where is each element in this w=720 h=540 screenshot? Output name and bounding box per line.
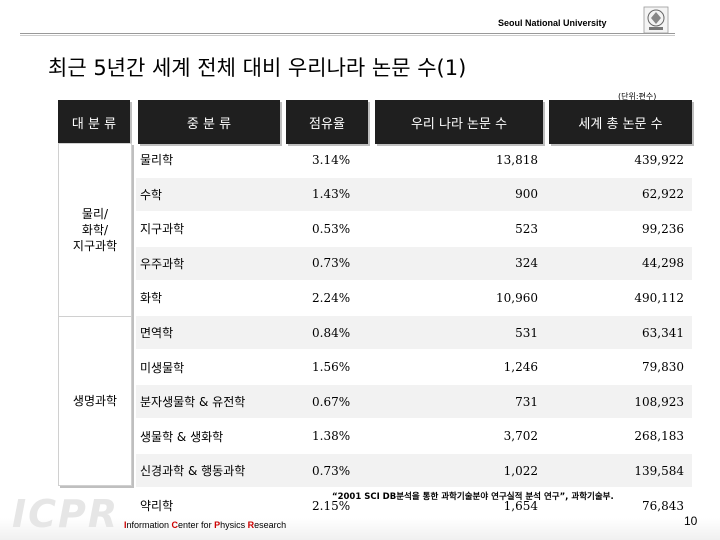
footer-text: esearch bbox=[254, 520, 287, 530]
table-row: 분자생물학 & 유전학 0.67% 731 108,923 bbox=[136, 385, 692, 419]
row-name: 미생물학 bbox=[140, 360, 185, 375]
row-korea-count: 324 bbox=[515, 256, 538, 271]
source-note: “2001 SCI DB분석을 통한 과학기술분야 연구실적 분석 연구”, 과… bbox=[332, 492, 614, 502]
table-row: 물리학 3.14% 13,818 439,922 bbox=[136, 143, 692, 176]
row-world-count: 79,830 bbox=[642, 360, 684, 375]
page-title: 최근 5년간 세계 전체 대비 우리나라 논문 수(1) bbox=[48, 56, 467, 80]
col-header-world: 세계 총 논문 수 bbox=[549, 100, 692, 144]
unit-note: (단위:편수) bbox=[618, 92, 657, 101]
group-life-science: 생명과학 bbox=[58, 316, 132, 486]
row-world-count: 63,341 bbox=[642, 325, 684, 340]
footer-institution: Information Center for Physics Research bbox=[124, 520, 286, 530]
header-divider bbox=[20, 33, 675, 34]
row-korea-count: 1,022 bbox=[503, 463, 538, 478]
row-korea-count: 731 bbox=[515, 394, 538, 409]
row-name: 지구과학 bbox=[140, 222, 185, 237]
footer-letter: R bbox=[247, 520, 255, 530]
row-korea-count: 900 bbox=[515, 187, 538, 202]
row-world-count: 139,584 bbox=[634, 463, 684, 478]
footer-letter: C bbox=[171, 520, 179, 530]
footer-text: nformation bbox=[126, 520, 172, 530]
group-label: 물리/ 화학/ 지구과학 bbox=[72, 207, 118, 253]
university-emblem-icon bbox=[643, 6, 669, 34]
col-header-major: 대 분 류 bbox=[58, 100, 130, 144]
page-number: 10 bbox=[684, 514, 698, 528]
row-share: 1.56% bbox=[312, 360, 351, 375]
row-world-count: 76,843 bbox=[642, 498, 684, 513]
row-world-count: 44,298 bbox=[642, 256, 684, 271]
row-share: 3.14% bbox=[312, 152, 351, 167]
row-world-count: 62,922 bbox=[642, 187, 684, 202]
row-share: 1.43% bbox=[312, 187, 351, 202]
row-share: 2.15% bbox=[312, 498, 351, 513]
university-name: Seoul National University bbox=[498, 18, 607, 28]
row-name: 분자생물학 & 유전학 bbox=[140, 395, 246, 410]
table-row: 지구과학 0.53% 523 99,236 bbox=[136, 212, 692, 245]
row-korea-count: 531 bbox=[515, 325, 538, 340]
footer-letter: P bbox=[214, 520, 221, 530]
header-divider-shadow bbox=[20, 35, 675, 36]
row-world-count: 439,922 bbox=[634, 152, 684, 167]
col-header-minor: 중 분 류 bbox=[138, 100, 280, 144]
row-name: 수학 bbox=[140, 187, 163, 202]
row-name: 우주과학 bbox=[140, 256, 185, 271]
group-label: 생명과학 bbox=[72, 394, 118, 408]
table-row: 신경과학 & 행동과학 0.73% 1,022 139,584 bbox=[136, 454, 692, 488]
icpr-watermark: ICPR bbox=[12, 492, 120, 536]
col-header-korea: 우리 나라 논문 수 bbox=[375, 100, 543, 144]
table-row: 약리학 2.15% 1,654 76,843 bbox=[136, 489, 692, 522]
row-share: 0.73% bbox=[312, 463, 351, 478]
table-row: 생물학 & 생화학 1.38% 3,702 268,183 bbox=[136, 420, 692, 453]
footer-letter: I bbox=[124, 520, 127, 530]
row-name: 생물학 & 생화학 bbox=[140, 429, 224, 444]
footer-text: enter for bbox=[178, 520, 215, 530]
row-korea-count: 10,960 bbox=[496, 290, 538, 305]
col-header-share: 점유율 bbox=[286, 100, 368, 144]
table-row: 면역학 0.84% 531 63,341 bbox=[136, 316, 692, 349]
row-share: 0.73% bbox=[312, 256, 351, 271]
row-name: 면역학 bbox=[140, 326, 174, 340]
row-name: 약리학 bbox=[140, 499, 174, 513]
row-share: 0.84% bbox=[312, 325, 351, 340]
row-korea-count: 1,246 bbox=[503, 360, 538, 375]
table-row: 수학 1.43% 900 62,922 bbox=[136, 177, 692, 211]
row-share: 0.67% bbox=[312, 394, 351, 409]
row-korea-count: 3,702 bbox=[503, 429, 538, 444]
row-world-count: 108,923 bbox=[634, 394, 684, 409]
footer-bar bbox=[0, 518, 720, 540]
row-korea-count: 13,818 bbox=[496, 152, 538, 167]
row-world-count: 99,236 bbox=[642, 221, 684, 236]
row-name: 화학 bbox=[140, 291, 163, 306]
row-name: 신경과학 & 행동과학 bbox=[140, 464, 246, 479]
row-korea-count: 1,654 bbox=[503, 498, 538, 513]
footer-text: hysics bbox=[220, 520, 248, 530]
row-world-count: 268,183 bbox=[634, 429, 684, 444]
row-name: 물리학 bbox=[140, 153, 174, 167]
group-physics-chem-earth: 물리/ 화학/ 지구과학 bbox=[58, 143, 132, 317]
row-world-count: 490,112 bbox=[634, 290, 684, 305]
table-row: 미생물학 1.56% 1,246 79,830 bbox=[136, 351, 692, 384]
row-share: 2.24% bbox=[312, 290, 351, 305]
table-row: 화학 2.24% 10,960 490,112 bbox=[136, 281, 692, 314]
table-row: 우주과학 0.73% 324 44,298 bbox=[136, 246, 692, 280]
row-share: 1.38% bbox=[312, 429, 351, 444]
row-korea-count: 523 bbox=[515, 221, 538, 236]
row-share: 0.53% bbox=[312, 221, 351, 236]
